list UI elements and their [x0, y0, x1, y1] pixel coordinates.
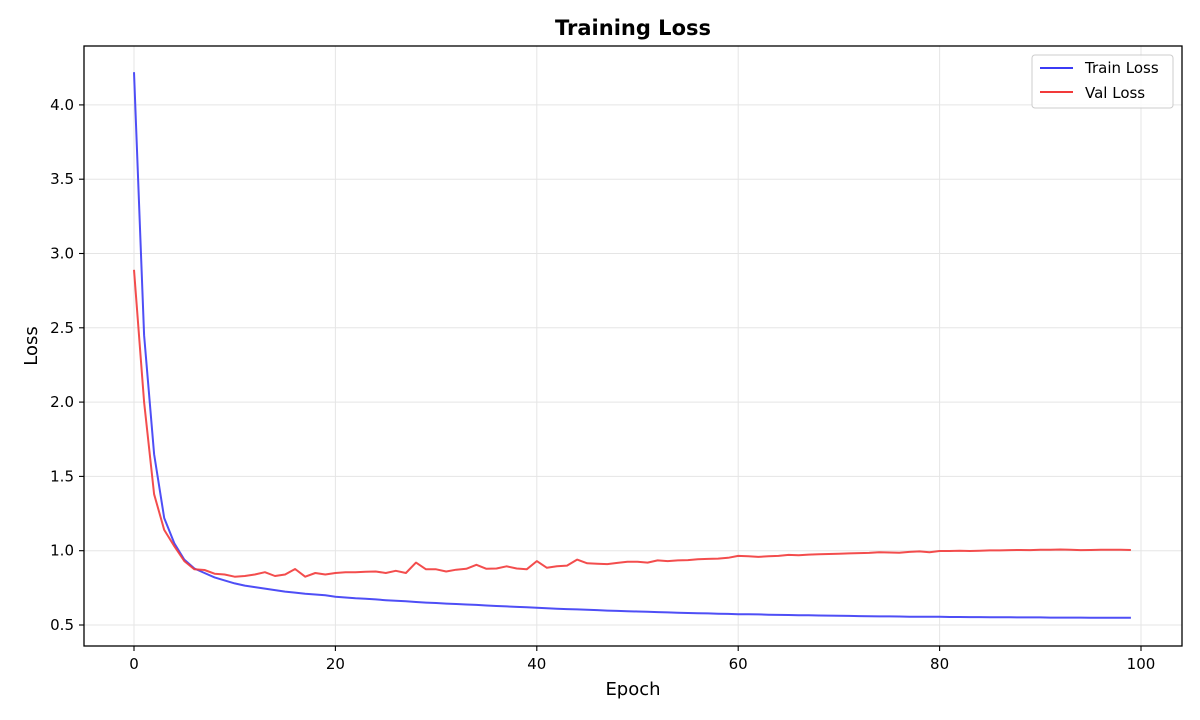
legend-label-train: Train Loss — [1084, 59, 1159, 77]
x-tick-label: 100 — [1127, 655, 1156, 673]
y-tick-label: 2.5 — [50, 319, 74, 337]
series-lines — [133, 72, 1131, 619]
y-tick-label: 1.5 — [50, 467, 74, 485]
x-tick-label: 80 — [930, 655, 949, 673]
legend: Train Loss Val Loss — [1031, 54, 1174, 109]
val-loss-line — [133, 269, 1131, 578]
y-axis-label: Loss — [21, 326, 42, 365]
chart-title: Training Loss — [555, 16, 711, 40]
y-tick-label: 4.0 — [50, 96, 74, 114]
x-tick-label: 40 — [527, 655, 546, 673]
y-tick-label: 0.5 — [50, 616, 74, 634]
x-axis-label: Epoch — [605, 679, 660, 700]
y-axis-ticks: 0.5 1.0 1.5 2.0 2.5 3.0 3.5 4.0 — [50, 96, 84, 634]
x-tick-label: 20 — [326, 655, 345, 673]
grid-lines — [84, 46, 1182, 646]
y-tick-label: 1.0 — [50, 542, 74, 560]
x-tick-label: 0 — [129, 655, 139, 673]
x-axis-ticks: 0 20 40 60 80 100 — [129, 646, 1155, 673]
x-tick-label: 60 — [729, 655, 748, 673]
y-tick-label: 2.0 — [50, 393, 74, 411]
train-loss-line — [133, 72, 1131, 619]
y-tick-label: 3.0 — [50, 245, 74, 263]
legend-label-val: Val Loss — [1085, 84, 1145, 102]
axes-frame — [83, 45, 1183, 647]
y-tick-label: 3.5 — [50, 170, 74, 188]
